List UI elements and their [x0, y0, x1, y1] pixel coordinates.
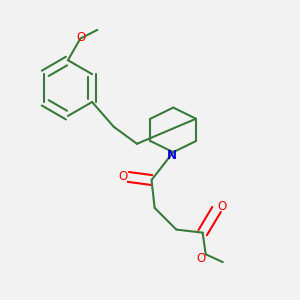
- Text: O: O: [218, 200, 227, 214]
- Text: O: O: [196, 252, 206, 265]
- Text: N: N: [167, 149, 177, 162]
- Text: O: O: [76, 31, 86, 44]
- Text: O: O: [118, 169, 128, 182]
